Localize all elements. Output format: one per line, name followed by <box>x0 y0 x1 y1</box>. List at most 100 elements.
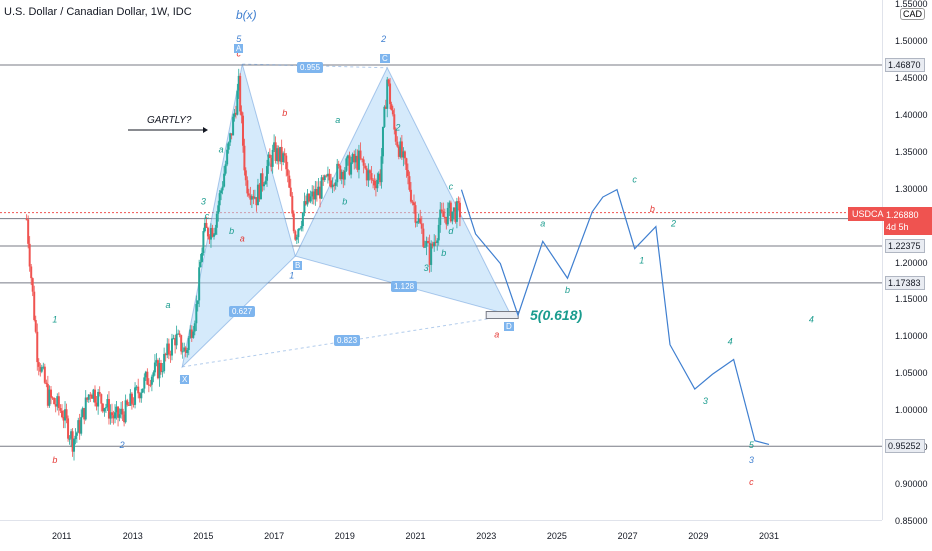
candle-body <box>103 408 106 412</box>
candle-body <box>399 141 402 157</box>
candle-body <box>126 400 129 405</box>
candle-body <box>104 407 107 409</box>
candle-body <box>220 190 223 194</box>
candle-body <box>436 240 439 243</box>
candle-body <box>37 362 40 367</box>
candle-body <box>132 403 135 405</box>
candle-body <box>367 170 370 181</box>
wave-label: b <box>52 455 57 465</box>
chart-svg[interactable]: b2ab3cabcab1ab223bdcabcb123453c4a15 <box>0 0 882 520</box>
candle-body <box>34 320 37 332</box>
candle-body <box>271 149 274 167</box>
candle-body <box>170 338 173 356</box>
candle-body <box>189 329 192 338</box>
candle-body <box>430 243 433 265</box>
candle-body <box>264 180 267 185</box>
candle-body <box>268 154 271 158</box>
candle-body <box>364 165 367 169</box>
candle-body <box>169 354 172 356</box>
candle-body <box>261 173 264 187</box>
candle-body <box>95 402 98 407</box>
candle-body <box>322 177 325 181</box>
candle-body <box>196 300 199 305</box>
candle-body <box>172 338 175 340</box>
candle-body <box>68 438 71 440</box>
wave-label: a <box>166 300 171 310</box>
candle-body <box>252 196 255 199</box>
candle-body <box>298 228 301 230</box>
candle-body <box>42 366 45 368</box>
candle-body <box>359 150 362 159</box>
candle-body <box>282 153 285 163</box>
price-level-tag: 1.46870 <box>885 58 925 73</box>
candle-body <box>117 406 120 418</box>
wave-label: c <box>632 174 637 184</box>
candle-body <box>346 155 349 159</box>
gartly-arrow-head <box>203 127 208 133</box>
candle-body <box>115 406 118 413</box>
chart-title: U.S. Dollar / Canadian Dollar, 1W, IDC <box>4 6 192 18</box>
candle-body <box>303 201 306 213</box>
candle-body <box>394 129 397 142</box>
ratio-label: 0.627 <box>229 306 256 317</box>
candle-body <box>294 231 297 240</box>
candle-body <box>443 216 446 218</box>
price-tick: 1.00000 <box>895 405 928 416</box>
price-level-tag: 0.95252 <box>885 439 925 454</box>
candle-body <box>306 193 309 205</box>
candle-body <box>53 397 56 405</box>
candle-body <box>135 386 138 388</box>
candle-body <box>233 112 236 117</box>
candle-body <box>164 353 167 356</box>
time-tick: 2025 <box>546 531 567 541</box>
candle-body <box>200 252 203 262</box>
candle-body <box>74 435 77 440</box>
candle-body <box>326 173 329 177</box>
candle-body <box>362 159 365 166</box>
candle-body <box>25 219 28 221</box>
candle-body <box>391 110 394 115</box>
candle-body <box>377 173 380 180</box>
candle-body <box>54 404 57 407</box>
candle-body <box>223 173 226 187</box>
candle-body <box>422 228 425 247</box>
candle-body <box>240 111 243 116</box>
candle-body <box>393 114 396 130</box>
candle-body <box>304 201 307 205</box>
candle-body <box>259 173 262 200</box>
wave-label: 3 <box>703 396 708 406</box>
price-tick: 1.10000 <box>895 331 928 342</box>
candle-body <box>445 216 448 225</box>
chart-area[interactable]: b2ab3cabcab1ab223bdcabcb123453c4a15 U.S.… <box>0 0 882 520</box>
candle-body <box>396 141 399 147</box>
wave-label: b <box>650 204 655 214</box>
candle-body <box>218 193 221 206</box>
candle-body <box>101 403 104 412</box>
candle-body <box>416 222 419 224</box>
candle-body <box>152 372 155 377</box>
candle-body <box>309 196 312 202</box>
candle-body <box>158 362 161 379</box>
candle-body <box>237 75 240 91</box>
current-price-tag: 1.26880 4d 5h <box>884 207 932 235</box>
candle-body <box>190 329 193 338</box>
candle-body <box>130 393 133 404</box>
ratio-label: 1.128 <box>391 281 418 292</box>
candle-body <box>244 170 247 181</box>
candle-body <box>317 186 320 196</box>
time-axis[interactable]: 2011 2013 2015 2017 2019 2021 2023 2025 2027 2029… <box>0 520 882 551</box>
candle-body <box>411 201 414 203</box>
candle-body <box>229 133 232 143</box>
wave-label: d <box>448 226 454 236</box>
candle-body <box>253 197 256 199</box>
candle-body <box>452 207 455 212</box>
candle-body <box>270 157 273 167</box>
wave-label: 3 <box>424 263 429 273</box>
price-tick: 1.35000 <box>895 146 928 157</box>
price-axis[interactable]: 1.55000 1.50000 1.45000 1.40000 1.35000 1.300… <box>882 0 932 526</box>
wave-label: a <box>219 145 224 155</box>
wave-label: 4 <box>728 337 733 347</box>
wave-label: 2 <box>119 440 125 450</box>
candle-body <box>277 148 280 162</box>
candle-body <box>243 145 246 171</box>
